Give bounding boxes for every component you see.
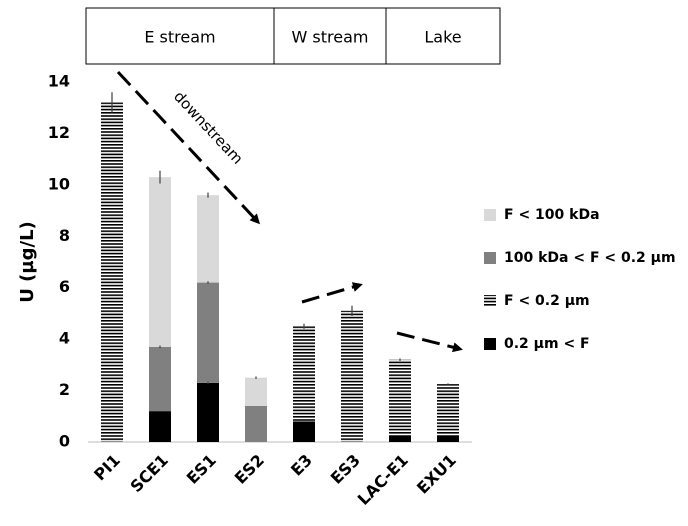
bar-segment — [341, 310, 363, 442]
bar-segment — [437, 384, 459, 436]
bar-segment — [245, 377, 267, 406]
group-box — [385, 7, 501, 65]
bar-segment — [197, 195, 219, 283]
y-tick-label: 6 — [59, 277, 70, 296]
legend-label: 100 kDa < F < 0.2 µm — [504, 250, 676, 266]
bar-segment — [389, 359, 411, 436]
legend-label: 0.2 µm < F — [504, 336, 590, 352]
legend-swatch — [484, 295, 496, 307]
x-tick-label: SCE1 — [127, 451, 172, 496]
legend-label: F < 0.2 µm — [504, 293, 590, 309]
bar-segment — [245, 406, 267, 442]
arrow — [396, 331, 463, 353]
group-label: E stream — [144, 28, 215, 47]
bar-segment — [293, 326, 315, 422]
bar-segment — [389, 435, 411, 442]
arrow — [116, 70, 261, 225]
legend-swatch — [484, 209, 496, 221]
bar-segment — [293, 421, 315, 442]
y-tick-label: 8 — [59, 226, 70, 245]
y-tick-label: 0 — [59, 432, 70, 451]
group-label: Lake — [424, 28, 461, 47]
y-tick-label: 10 — [48, 174, 70, 193]
x-tick-label: PI1 — [90, 451, 124, 485]
x-tick-label: ES1 — [183, 451, 220, 488]
bar-segment — [149, 346, 171, 412]
x-tick-label: ES2 — [231, 451, 268, 488]
legend-swatch — [484, 252, 496, 264]
bar-segment — [197, 382, 219, 442]
y-tick-label: 14 — [48, 72, 70, 91]
bar-segment — [149, 411, 171, 442]
legend-label: F < 100 kDa — [504, 207, 600, 223]
bar-segment — [197, 282, 219, 383]
x-tick-label: E3 — [287, 451, 316, 480]
bar-segment — [149, 177, 171, 347]
y-axis-title: U (µg/L) — [17, 221, 38, 303]
legend-swatch — [484, 338, 496, 350]
bar-segment — [437, 435, 459, 442]
group-label: W stream — [292, 28, 369, 47]
x-tick-label: ES3 — [327, 451, 364, 488]
group-header — [85, 7, 501, 65]
y-tick-label: 4 — [59, 329, 70, 348]
annotation: downstream — [170, 87, 247, 167]
y-tick-label: 2 — [59, 380, 70, 399]
x-tick-label: LAC-E1 — [354, 451, 412, 509]
arrow — [301, 282, 363, 304]
y-tick-label: 12 — [48, 123, 70, 142]
bar-segment — [101, 102, 123, 443]
x-tick-label: EXU1 — [413, 451, 460, 498]
arrows — [116, 70, 463, 353]
